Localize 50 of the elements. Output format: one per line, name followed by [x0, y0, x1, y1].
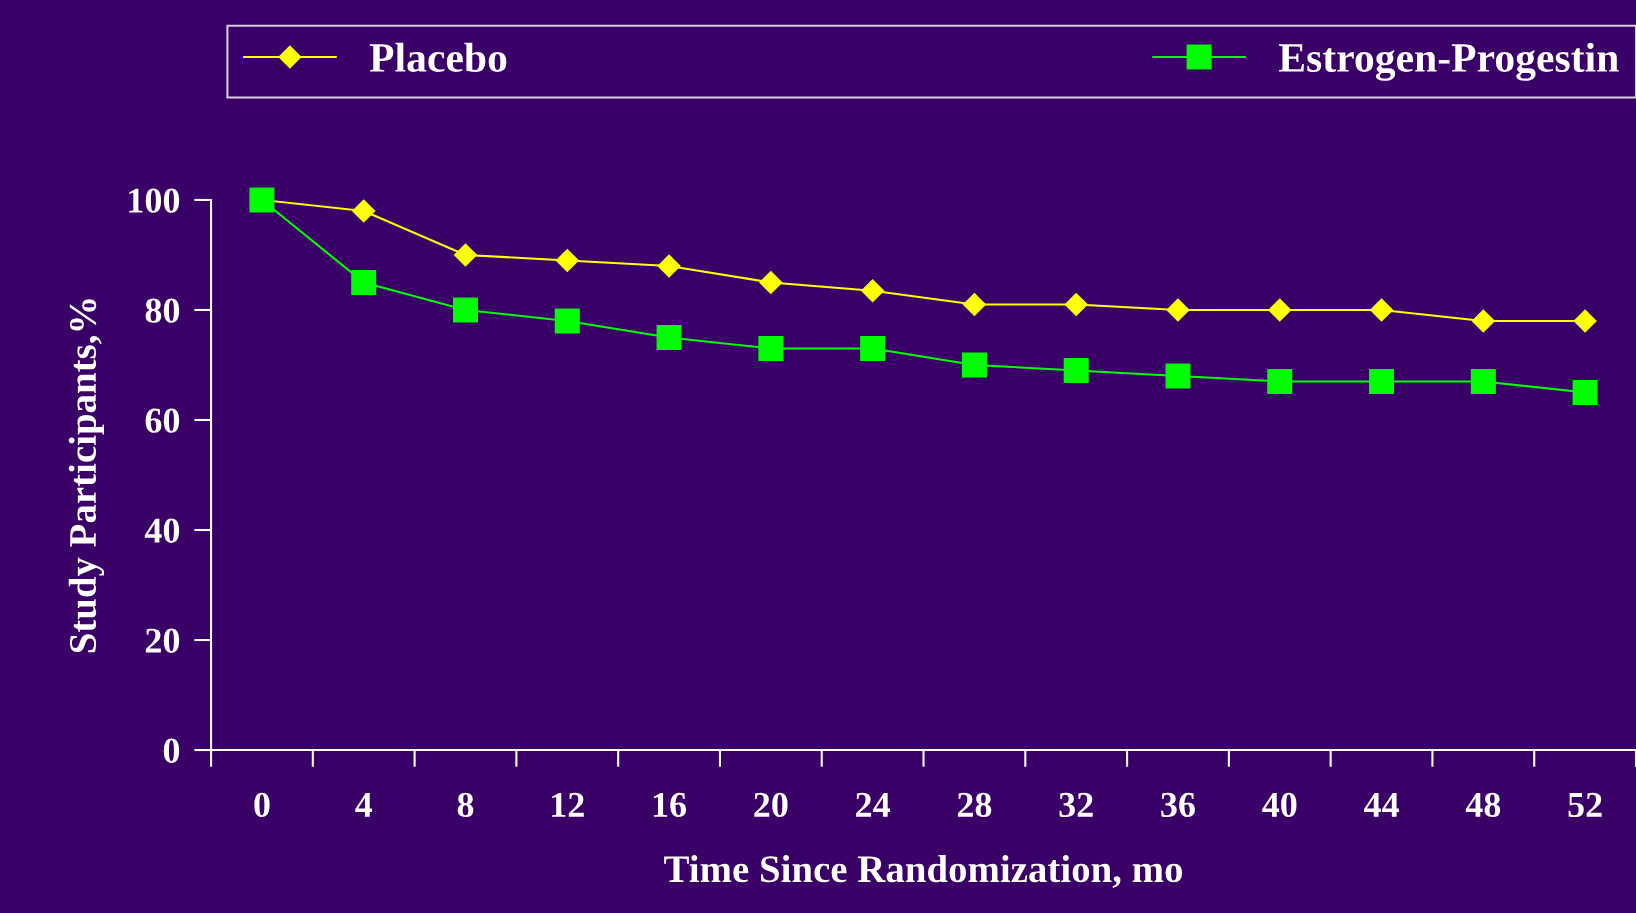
point — [759, 270, 783, 294]
x-tick-label: 32 — [1059, 792, 1093, 818]
y-tick-label: 0 — [163, 738, 180, 763]
y-axis-title: Study Participants,% — [68, 299, 105, 653]
x-tick-label: 48 — [1465, 792, 1501, 818]
x-tick-label: 8 — [457, 792, 474, 818]
point — [961, 352, 987, 378]
y-tick-label: 60 — [145, 408, 180, 433]
x-tick-label: 4 — [355, 792, 373, 817]
x-tick-label: 12 — [552, 792, 584, 817]
point — [657, 254, 681, 278]
point — [351, 269, 377, 295]
y-tick-label: 100 — [129, 188, 180, 213]
point — [1063, 357, 1089, 383]
point — [555, 248, 579, 272]
point — [1165, 363, 1191, 389]
point — [1166, 298, 1190, 322]
point — [1064, 292, 1088, 316]
y-tick-label: 20 — [145, 628, 180, 653]
x-tick-label: 52 — [1568, 792, 1602, 818]
point — [454, 243, 477, 267]
point — [1369, 368, 1395, 394]
y-tick-label: 40 — [144, 518, 180, 543]
point — [860, 335, 886, 361]
point — [1267, 368, 1293, 394]
x-tick-label: 0 — [254, 792, 270, 818]
legend-label: Estrogen-Progestin — [1278, 42, 1619, 81]
x-tick-label: 36 — [1161, 792, 1195, 818]
point — [962, 292, 986, 316]
point — [656, 324, 682, 350]
point — [452, 297, 479, 323]
legend-label: Placebo — [369, 42, 507, 73]
point — [1470, 368, 1496, 394]
x-tick-label: 16 — [653, 792, 687, 818]
x-tick-label: 44 — [1363, 792, 1399, 817]
x-tick-label: 24 — [856, 792, 891, 817]
point — [861, 279, 885, 303]
y-tick-label: 80 — [145, 298, 180, 323]
x-tick-label: 20 — [754, 792, 788, 818]
x-tick-label: 40 — [1262, 792, 1297, 818]
point — [352, 199, 376, 223]
point — [1370, 298, 1394, 322]
point — [1572, 379, 1598, 405]
point — [1573, 309, 1597, 333]
x-axis-title: Time Since Randomization, mo — [664, 855, 1183, 889]
point — [1268, 298, 1292, 322]
point — [758, 335, 784, 361]
x-tick-label: 28 — [957, 792, 992, 818]
point — [1471, 309, 1495, 333]
point — [554, 308, 580, 334]
